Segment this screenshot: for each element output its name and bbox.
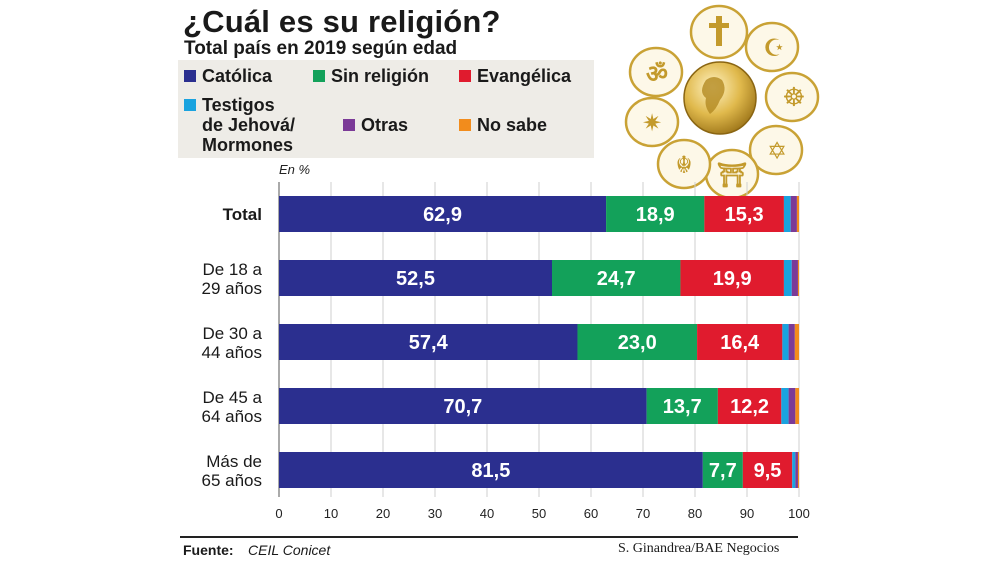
credit: S. Ginandrea/BAE Negocios <box>618 541 780 556</box>
bar-label-5-series-1: 81,5 <box>471 460 510 482</box>
category-label-3-line-1: De 30 a <box>202 324 262 343</box>
bar-4-series-3 <box>717 388 782 424</box>
bar-label-3-series-3: 16,4 <box>720 332 760 354</box>
category-label-5-line-2: 65 años <box>202 471 263 490</box>
svg-text:☸: ☸ <box>782 83 805 113</box>
bar-5-series-3 <box>742 452 793 488</box>
bar-4-series-1 <box>279 388 647 424</box>
svg-text:⛩: ⛩ <box>717 161 747 189</box>
legend-swatch-catolica <box>184 70 196 82</box>
x-tick-label-80: 80 <box>688 506 702 521</box>
x-axis-tick-labels: 0 10 20 30 40 50 60 70 80 90 100 <box>275 506 809 521</box>
category-label-1: Total <box>223 205 262 224</box>
category-labels: Total De 18 a29 años De 30 a44 años De 45 a… <box>202 205 263 490</box>
x-tick-label-40: 40 <box>480 506 494 521</box>
category-label-2-line-2: 29 años <box>202 279 263 298</box>
x-tick-label-30: 30 <box>428 506 442 521</box>
bar-label-1-series-2: 18,9 <box>636 204 675 226</box>
bar-label-1-series-1: 62,9 <box>423 204 462 226</box>
legend-label-evangelica: Evangélica <box>477 66 572 86</box>
bar-label-2-series-2: 24,7 <box>597 268 636 290</box>
chart-title: ¿Cuál es su religión? <box>183 4 501 39</box>
bar-4-series-4 <box>781 388 789 424</box>
legend-label-no-sabe: No sabe <box>477 115 548 135</box>
x-tick-label-100: 100 <box>788 506 810 521</box>
bar-5-series-4 <box>792 452 796 488</box>
bar-label-5-series-3: 9,5 <box>754 460 782 482</box>
bar-4-series-5 <box>788 388 796 424</box>
legend-label-catolica: Católica <box>202 66 273 86</box>
bar-label-4-series-2: 13,7 <box>663 396 702 418</box>
category-label-3-line-2: 44 años <box>202 343 263 362</box>
religion-emblem-icon: ☪ ☸ ✡ ⛩ ☬ ✷ ॐ <box>624 4 820 200</box>
bar-1-series-5 <box>790 196 797 232</box>
bar-2-series-5 <box>791 260 798 296</box>
bar-label-2-series-1: 52,5 <box>396 268 435 290</box>
x-tick-label-50: 50 <box>532 506 546 521</box>
bar-5-series-5 <box>795 452 798 488</box>
svg-text:☪: ☪ <box>763 34 785 62</box>
x-tick-label-60: 60 <box>584 506 598 521</box>
legend-swatch-otras <box>343 119 355 131</box>
x-tick-label-90: 90 <box>740 506 754 521</box>
footer-divider <box>180 536 798 538</box>
category-label-4-line-1: De 45 a <box>202 388 262 407</box>
bar-label-4-series-1: 70,7 <box>443 396 482 418</box>
svg-text:ॐ: ॐ <box>646 60 668 88</box>
bar-2-series-1 <box>279 260 552 296</box>
bar-1-series-4 <box>783 196 791 232</box>
bar-1-series-6 <box>796 196 799 232</box>
category-label-2-line-1: De 18 a <box>202 260 262 279</box>
category-label-5-line-1: Más de <box>206 452 262 471</box>
category-label-4-line-2: 64 años <box>202 407 263 426</box>
bar-label-3-series-2: 23,0 <box>618 332 657 354</box>
x-tick-label-20: 20 <box>376 506 390 521</box>
bar-5-series-1 <box>279 452 703 488</box>
bar-label-5-series-2: 7,7 <box>709 460 737 482</box>
chart-subtitle: Total país en 2019 según edad <box>184 38 458 59</box>
x-tick-label-10: 10 <box>324 506 338 521</box>
bar-4-series-6 <box>795 388 799 424</box>
bar-2-series-3 <box>680 260 784 296</box>
x-tick-label-0: 0 <box>275 506 282 521</box>
legend-swatch-sin-religion <box>313 70 325 82</box>
unit-label: En % <box>279 162 310 177</box>
legend-swatch-testigos <box>184 99 196 111</box>
bar-label-2-series-3: 19,9 <box>713 268 752 290</box>
bars <box>279 196 799 488</box>
bar-4-series-2 <box>646 388 718 424</box>
bar-2-series-6 <box>797 260 799 296</box>
legend-label-otras: Otras <box>361 115 409 135</box>
bar-label-1-series-3: 15,3 <box>725 204 764 226</box>
legend-label-sin-religion: Sin religión <box>331 66 430 86</box>
bar-label-3-series-1: 57,4 <box>409 332 449 354</box>
bar-label-4-series-3: 12,2 <box>730 396 769 418</box>
x-tick-label-70: 70 <box>636 506 650 521</box>
bar-value-labels: 62,9 18,9 15,3 52,5 24,7 19,9 57,4 23,0 16,4 70,7… <box>396 204 781 482</box>
bar-3-series-3 <box>697 324 783 360</box>
svg-text:☬: ☬ <box>675 151 692 179</box>
bar-3-series-1 <box>279 324 578 360</box>
bar-3-series-5 <box>788 324 795 360</box>
bar-1-series-3 <box>704 196 784 232</box>
legend-swatch-no-sabe <box>459 119 471 131</box>
svg-text:✷: ✷ <box>642 109 662 137</box>
svg-text:✡: ✡ <box>767 137 787 165</box>
bar-3-series-6 <box>794 324 799 360</box>
bar-3-series-4 <box>782 324 789 360</box>
bar-1-series-1 <box>279 196 607 232</box>
legend-label-testigos: Testigos de Jehová/ Mormones <box>202 95 296 155</box>
legend-swatch-evangelica <box>459 70 471 82</box>
source-label: Fuente: <box>183 542 234 558</box>
bar-3-series-2 <box>577 324 698 360</box>
legend: Católica Sin religión Evangélica Testigo… <box>178 60 594 158</box>
bar-2-series-4 <box>783 260 792 296</box>
source-value: CEIL Conicet <box>248 542 331 558</box>
bar-5-series-2 <box>702 452 743 488</box>
bar-5-series-6 <box>797 452 799 488</box>
bar-1-series-2 <box>606 196 705 232</box>
bar-2-series-2 <box>552 260 681 296</box>
